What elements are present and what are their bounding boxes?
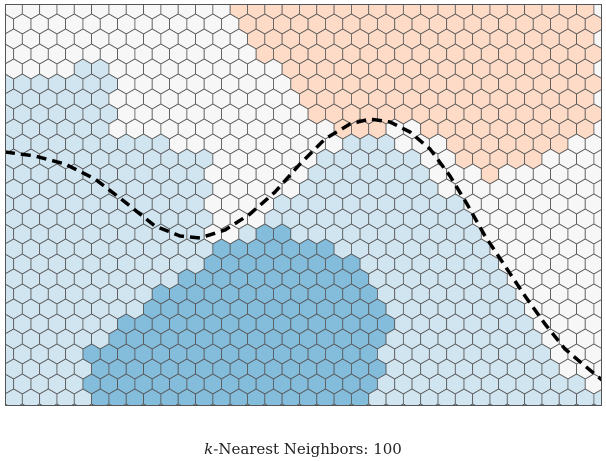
plot-caption: k-Nearest Neighbors: 100 — [0, 440, 606, 458]
hex-cells — [5, 4, 602, 406]
decision-boundary-dashed-line — [5, 117, 602, 382]
knn-hexgrid-plot — [5, 4, 602, 406]
caption-k-symbol: k — [204, 440, 214, 458]
hexgrid-svg — [5, 4, 602, 406]
caption-text: -Nearest Neighbors: 100 — [213, 440, 402, 458]
